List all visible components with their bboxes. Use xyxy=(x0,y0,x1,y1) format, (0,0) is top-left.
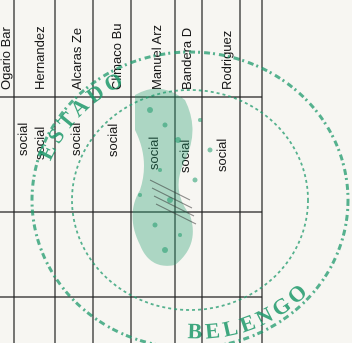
cell-name-6: Bandera D xyxy=(179,27,194,90)
cell-name-7: Rodriguez xyxy=(219,30,234,90)
cell-category-6: social xyxy=(177,139,192,173)
cell-name-3: Alcaras Ze xyxy=(69,27,84,90)
cell-name-2: Hernandez xyxy=(32,26,47,90)
cell-name-5: Manuel Arz xyxy=(149,24,164,90)
cell-name-4: Climaco Bu xyxy=(109,23,124,90)
cell-category-4: social xyxy=(105,123,120,157)
cell-category-5: social xyxy=(146,136,161,170)
cell-category-2: social xyxy=(32,126,47,160)
cell-category-7: social xyxy=(214,138,229,172)
cell-category-3: social xyxy=(68,122,83,156)
cell-name-1: Ogario Bar xyxy=(0,27,13,90)
cell-category-1: social xyxy=(15,122,30,156)
